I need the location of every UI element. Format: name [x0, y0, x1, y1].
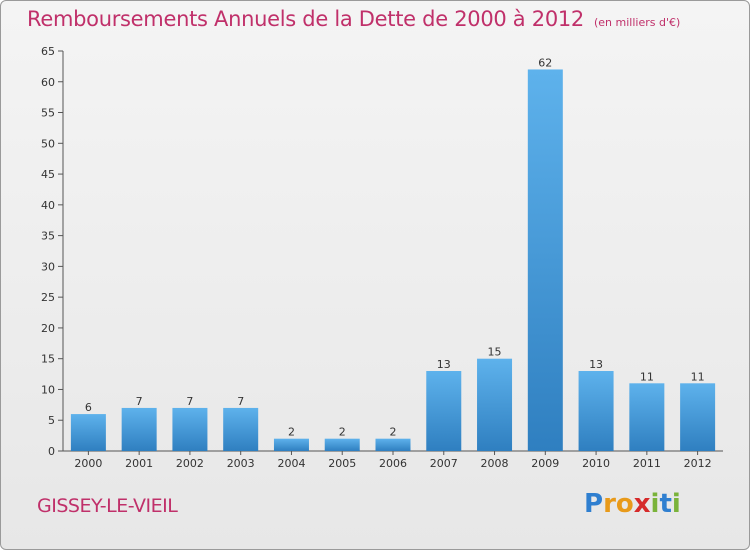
logo-letter: o — [615, 489, 634, 519]
x-tick-label: 2006 — [379, 457, 407, 470]
bar — [680, 383, 716, 451]
data-label: 6 — [85, 401, 92, 414]
bar — [273, 438, 309, 451]
x-tick-label: 2007 — [430, 457, 458, 470]
bar — [375, 438, 411, 451]
x-tick-label: 2003 — [227, 457, 255, 470]
y-tick-label: 5 — [48, 414, 55, 427]
logo-letter: i — [671, 489, 681, 519]
logo-letter: r — [603, 489, 616, 519]
x-tick-label: 2011 — [633, 457, 661, 470]
x-axis: 2000 2001 2002 2003 2004 2005 2006 2007 2008 2009… — [63, 450, 723, 470]
x-tick-label: 2002 — [176, 457, 204, 470]
y-tick-label: 45 — [41, 168, 55, 181]
bar — [527, 69, 563, 451]
bar — [578, 371, 614, 451]
data-label: 2 — [288, 426, 295, 439]
y-tick-label: 10 — [41, 383, 55, 396]
data-labels: 6 7 7 7 2 2 2 13 15 62 13 11 11 — [85, 56, 705, 438]
bar — [629, 383, 665, 451]
y-tick-label: 15 — [41, 353, 55, 366]
data-label: 15 — [488, 346, 502, 359]
data-label: 2 — [339, 426, 346, 439]
bar — [121, 407, 157, 451]
x-tick-label: 2001 — [125, 457, 153, 470]
x-tick-label: 2004 — [277, 457, 305, 470]
y-tick-label: 40 — [41, 199, 55, 212]
y-tick-label: 0 — [48, 445, 55, 458]
y-axis: 0 5 10 15 20 25 30 35 40 45 50 55 60 65 — [41, 45, 64, 458]
unit-note: (en milliers d'€) — [594, 16, 681, 29]
data-label: 13 — [589, 358, 603, 371]
title-row: Remboursements Annuels de la Dette de 20… — [27, 7, 680, 31]
y-tick-label: 25 — [41, 291, 55, 304]
data-label: 2 — [390, 426, 397, 439]
bars — [70, 69, 716, 451]
data-label: 7 — [237, 395, 244, 408]
y-tick-label: 30 — [41, 260, 55, 273]
bar — [172, 407, 208, 451]
commune-name: GISSEY-LE-VIEIL — [37, 495, 178, 517]
y-tick-label: 60 — [41, 76, 55, 89]
bar — [324, 438, 360, 451]
data-label: 11 — [640, 370, 654, 383]
proxiti-logo[interactable]: Proxiti — [584, 489, 681, 519]
bar — [477, 358, 513, 451]
data-label: 7 — [136, 395, 143, 408]
x-tick-label: 2010 — [582, 457, 610, 470]
data-label: 62 — [538, 56, 552, 69]
bar — [70, 414, 106, 451]
y-tick-label: 35 — [41, 230, 55, 243]
y-tick-label: 20 — [41, 322, 55, 335]
bar — [426, 371, 462, 451]
bar — [223, 407, 259, 451]
logo-letter: i — [650, 489, 660, 519]
data-label: 11 — [691, 370, 705, 383]
y-tick-label: 65 — [41, 45, 55, 58]
x-tick-label: 2008 — [481, 457, 509, 470]
data-label: 13 — [437, 358, 451, 371]
y-tick-label: 55 — [41, 107, 55, 120]
x-tick-label: 2009 — [531, 457, 559, 470]
x-tick-label: 2005 — [328, 457, 356, 470]
logo-letter: t — [659, 489, 672, 519]
x-tick-label: 2000 — [74, 457, 102, 470]
data-label: 7 — [186, 395, 193, 408]
y-tick-label: 50 — [41, 137, 55, 150]
x-tick-label: 2012 — [684, 457, 712, 470]
logo-letter: P — [584, 489, 604, 519]
chart-title: Remboursements Annuels de la Dette de 20… — [27, 7, 584, 31]
logo-letter: x — [633, 489, 651, 519]
